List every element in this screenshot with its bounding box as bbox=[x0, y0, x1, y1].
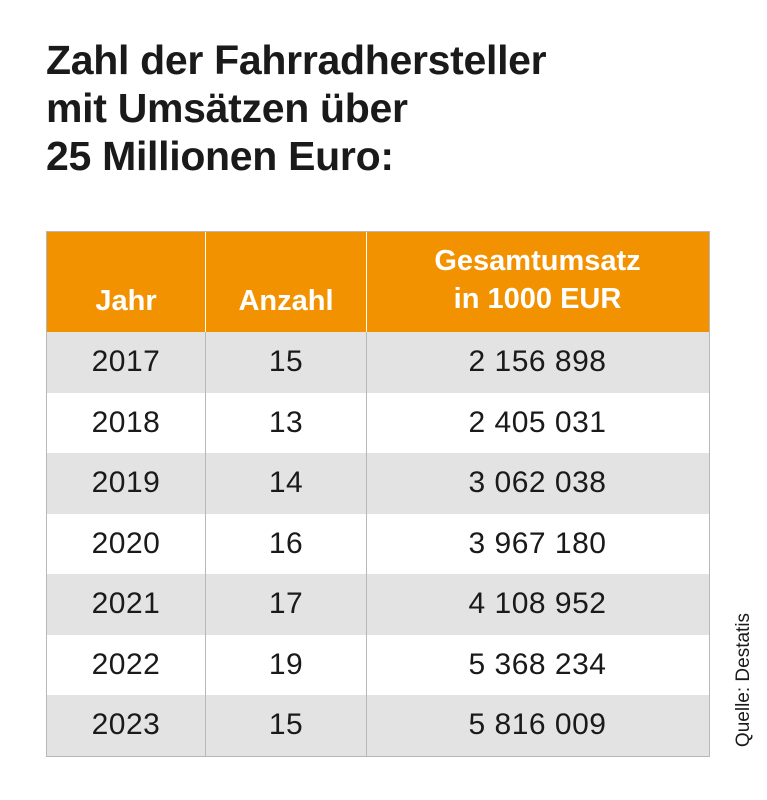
cell-umsatz: 3 967 180 bbox=[366, 513, 708, 574]
cell-jahr: 2023 bbox=[91, 708, 161, 742]
header-anzahl: Anzahl bbox=[205, 232, 366, 332]
cell-jahr: 2020 bbox=[91, 526, 161, 560]
cell-jahr: 2021 bbox=[91, 587, 161, 621]
table-row: 2017 15 2 156 898 bbox=[47, 332, 709, 393]
cell-anzahl: 15 bbox=[205, 332, 366, 393]
cell-jahr: 2022 bbox=[91, 647, 161, 681]
chart-title: Zahl der Fahrradhersteller mit Umsätzen … bbox=[46, 36, 706, 180]
cell-jahr: 2017 bbox=[91, 345, 161, 379]
table-row: 2018 13 2 405 031 bbox=[47, 392, 709, 453]
cell-umsatz: 5 816 009 bbox=[366, 695, 708, 756]
table-header-row: Jahr Anzahl Gesamtumsatz in 1000 EUR bbox=[47, 232, 709, 332]
cell-umsatz: 4 108 952 bbox=[366, 574, 708, 635]
header-gesamtumsatz: Gesamtumsatz in 1000 EUR bbox=[366, 232, 708, 332]
table-row: 2023 15 5 816 009 bbox=[47, 695, 709, 756]
cell-umsatz: 5 368 234 bbox=[366, 634, 708, 695]
source-note: Quelle: Destatis bbox=[733, 612, 754, 748]
table-body: 2017 15 2 156 898 2018 13 2 405 031 2019… bbox=[47, 332, 709, 756]
table-row: 2021 17 4 108 952 bbox=[47, 574, 709, 635]
cell-jahr: 2019 bbox=[91, 466, 161, 500]
cell-anzahl: 14 bbox=[205, 453, 366, 514]
cell-umsatz: 2 405 031 bbox=[366, 392, 708, 453]
cell-anzahl: 16 bbox=[205, 513, 366, 574]
cell-anzahl: 15 bbox=[205, 695, 366, 756]
header-jahr: Jahr bbox=[95, 285, 157, 317]
table-row: 2020 16 3 967 180 bbox=[47, 513, 709, 574]
data-table: Jahr Anzahl Gesamtumsatz in 1000 EUR 201… bbox=[46, 231, 710, 757]
table-row: 2022 19 5 368 234 bbox=[47, 634, 709, 695]
cell-jahr: 2018 bbox=[91, 405, 161, 439]
cell-anzahl: 17 bbox=[205, 574, 366, 635]
header-gesamtumsatz-line-1: Gesamtumsatz bbox=[434, 245, 641, 277]
table-row: 2019 14 3 062 038 bbox=[47, 453, 709, 514]
cell-anzahl: 19 bbox=[205, 634, 366, 695]
cell-anzahl: 13 bbox=[205, 392, 366, 453]
title-line-2: mit Umsätzen über bbox=[46, 85, 408, 131]
title-line-3: 25 Millionen Euro: bbox=[46, 133, 394, 179]
title-line-1: Zahl der Fahrradhersteller bbox=[46, 37, 547, 83]
cell-umsatz: 3 062 038 bbox=[366, 453, 708, 514]
header-gesamtumsatz-line-2: in 1000 EUR bbox=[453, 283, 622, 315]
cell-umsatz: 2 156 898 bbox=[366, 332, 708, 393]
